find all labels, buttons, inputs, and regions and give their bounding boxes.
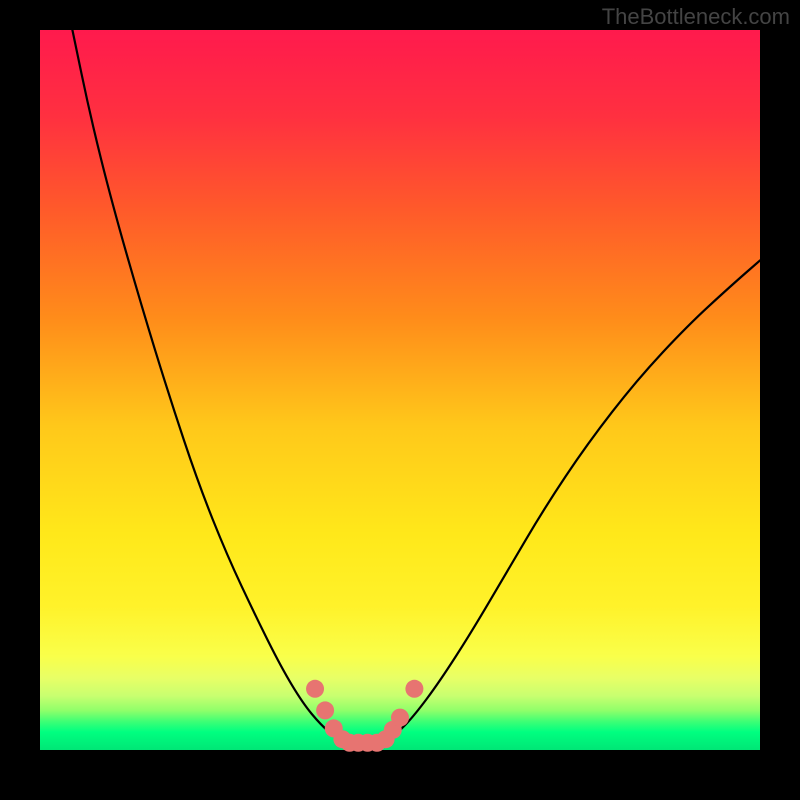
watermark-text: TheBottleneck.com xyxy=(602,4,790,30)
marker-point xyxy=(405,680,423,698)
bottleneck-chart xyxy=(0,0,800,800)
plot-background xyxy=(40,30,760,750)
marker-point xyxy=(316,701,334,719)
marker-point xyxy=(391,709,409,727)
root-container: TheBottleneck.com xyxy=(0,0,800,800)
marker-point xyxy=(306,680,324,698)
